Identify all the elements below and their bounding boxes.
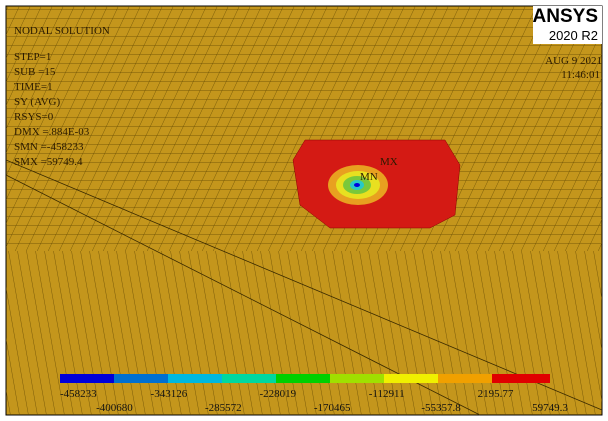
- legend-label: -343126: [151, 388, 188, 400]
- date: AUG 9 2021: [545, 55, 602, 67]
- min-marker: MN: [360, 171, 378, 183]
- legend-band: [276, 374, 330, 383]
- legend-band: [438, 374, 492, 383]
- max-marker: MX: [380, 156, 398, 168]
- logo: ANSYS: [533, 6, 598, 27]
- legend-band: [60, 374, 114, 383]
- legend-label: -285572: [205, 402, 242, 414]
- contour-blue: [354, 183, 360, 187]
- legend-band: [492, 374, 550, 383]
- legend-label: -112911: [369, 388, 405, 400]
- viewport: ANSYS 2020 R2 NODAL SOLUTION AUG 9 2021 …: [0, 0, 608, 421]
- legend-label: -170465: [314, 402, 351, 414]
- info-line: TIME=1: [14, 81, 53, 93]
- legend-band: [114, 374, 168, 383]
- legend-band: [384, 374, 438, 383]
- legend-label: -400680: [96, 402, 133, 414]
- legend-label: 2195.77: [478, 388, 514, 400]
- legend-label: -55357.8: [421, 402, 461, 414]
- version: 2020 R2: [549, 28, 598, 43]
- legend-band: [330, 374, 384, 383]
- info-line: STEP=1: [14, 51, 51, 63]
- info-line: SUB =15: [14, 66, 56, 78]
- legend-band: [168, 374, 222, 383]
- legend-band: [222, 374, 276, 383]
- info-line: SY (AVG): [14, 96, 60, 108]
- page: ANSYS 2020 R2 NODAL SOLUTION AUG 9 2021 …: [0, 0, 608, 421]
- info-line: SMN =-458233: [14, 141, 84, 153]
- title: NODAL SOLUTION: [14, 25, 110, 37]
- legend-label: 59749.3: [532, 402, 568, 414]
- time: 11:46:01: [561, 69, 600, 81]
- info-line: DMX =.884E-03: [14, 126, 90, 138]
- info-line: SMX =59749.4: [14, 156, 83, 168]
- info-line: RSYS=0: [14, 111, 54, 123]
- legend-label: -458233: [60, 388, 97, 400]
- legend-label: -228019: [259, 388, 296, 400]
- mesh-top: [6, 6, 602, 251]
